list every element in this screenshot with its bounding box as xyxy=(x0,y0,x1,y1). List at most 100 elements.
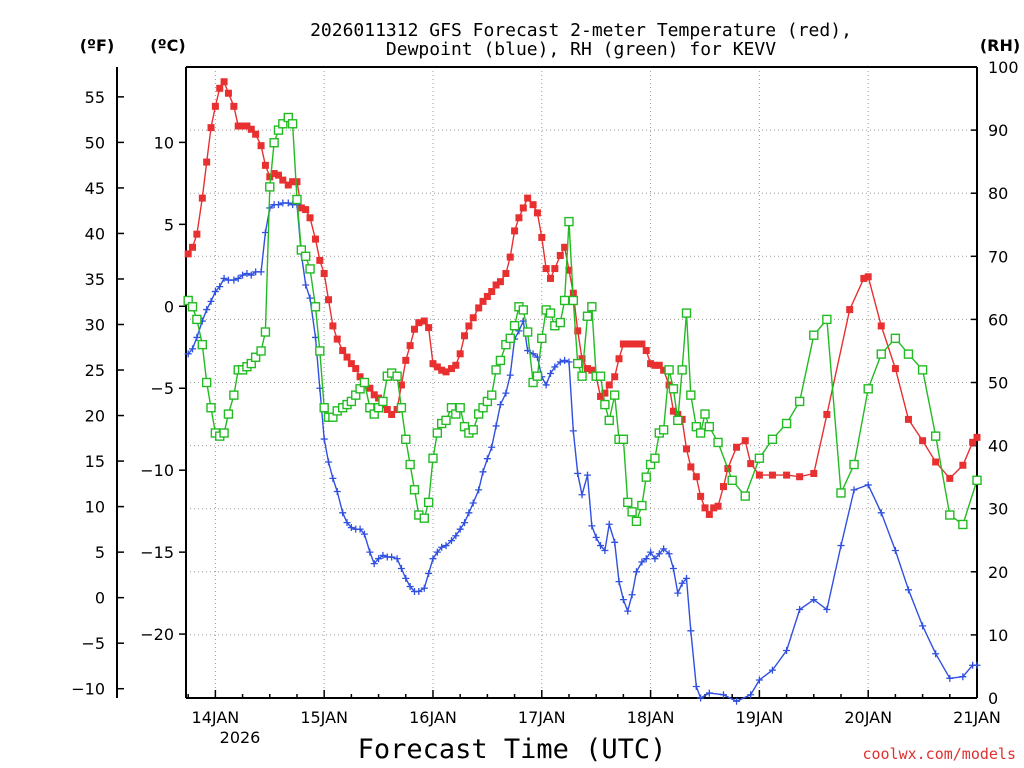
dewpoint-point xyxy=(379,551,387,559)
temperature-point xyxy=(465,322,473,330)
temperature-point xyxy=(284,181,292,189)
dewpoint-point xyxy=(692,683,700,691)
fahrenheit-tick-label: 30 xyxy=(85,315,105,334)
rh-point xyxy=(876,349,886,359)
temperature-point xyxy=(479,297,487,305)
temperature-point xyxy=(289,178,297,186)
fahrenheit-tick-label: 35 xyxy=(85,270,105,289)
temperature-point xyxy=(796,473,804,481)
rh-point xyxy=(495,355,506,366)
temperature-point xyxy=(339,347,347,355)
temperature-point xyxy=(220,78,228,86)
temperature-point xyxy=(425,324,433,332)
temperature-point xyxy=(642,347,650,355)
unit-label-fahrenheit: (ºF) xyxy=(80,36,115,55)
rh-point xyxy=(192,314,202,325)
temperature-point xyxy=(655,361,663,369)
rh-point xyxy=(849,459,859,470)
dewpoint-point xyxy=(973,661,981,669)
dewpoint-point xyxy=(651,555,659,563)
rh-point xyxy=(423,497,434,508)
dewpoint-point xyxy=(733,697,741,705)
temperature-point xyxy=(488,288,496,296)
rh-tick-label: 30 xyxy=(988,500,1008,519)
dewpoint-point xyxy=(189,345,197,353)
dewpoint-point xyxy=(810,596,818,604)
rh-point xyxy=(441,415,451,426)
temperature-point xyxy=(333,335,341,343)
temperature-point xyxy=(483,292,491,300)
dewpoint-point xyxy=(216,283,224,291)
temperature-point xyxy=(692,473,700,481)
dewpoint-point xyxy=(959,673,967,681)
fahrenheit-tick-label: 20 xyxy=(85,407,105,426)
temperature-point xyxy=(946,474,954,482)
dewpoint-point xyxy=(343,519,351,527)
temperature-point xyxy=(243,122,251,130)
rh-point xyxy=(378,396,388,407)
rh-point xyxy=(256,346,266,356)
dewpoint-point xyxy=(452,532,460,540)
temperature-point xyxy=(506,253,514,261)
dewpoint-point xyxy=(755,676,763,684)
rh-point xyxy=(260,327,271,337)
temperature-point xyxy=(551,265,559,273)
temperature-point xyxy=(279,176,287,184)
temperature-point xyxy=(741,437,749,445)
series-layer xyxy=(183,78,982,705)
x-tick-label: 16JAN xyxy=(409,708,457,727)
rh-point xyxy=(392,371,402,381)
rh-point xyxy=(537,333,547,344)
temperature-point xyxy=(669,407,677,415)
rh-point xyxy=(419,513,429,523)
rh-point xyxy=(609,390,620,400)
dewpoint-point xyxy=(329,474,337,482)
dewpoint-point xyxy=(796,605,804,613)
temperature-point xyxy=(203,158,211,166)
temperature-point xyxy=(601,389,609,397)
dewpoint-point xyxy=(705,689,713,697)
rh-point xyxy=(564,216,574,227)
temperature-point xyxy=(628,340,636,348)
rh-point xyxy=(595,371,606,381)
x-tick-label: 15JAN xyxy=(300,708,348,727)
rh-point xyxy=(700,409,710,419)
temperature-point xyxy=(198,194,206,202)
temperature-point xyxy=(597,392,605,400)
temperature-point xyxy=(410,325,418,333)
dewpoint-point xyxy=(492,422,500,430)
rh-point xyxy=(555,317,565,328)
dewpoint-point xyxy=(877,509,885,517)
rh-point xyxy=(637,500,647,511)
rh-tick-label: 40 xyxy=(988,437,1008,456)
dewpoint-point xyxy=(647,548,655,556)
dewpoint-point xyxy=(442,542,450,550)
dewpoint-point xyxy=(546,369,554,377)
rh-point xyxy=(265,182,275,192)
dewpoint-point xyxy=(239,271,247,279)
dewpoint-point xyxy=(347,524,355,532)
dewpoint-point xyxy=(483,455,491,463)
rh-point xyxy=(206,403,216,413)
dewpoint-point xyxy=(592,533,600,541)
temperature-point xyxy=(492,281,500,289)
rh-point xyxy=(509,321,520,331)
fahrenheit-tick-label: 40 xyxy=(85,224,105,243)
temperature-point xyxy=(207,124,215,132)
temperature-point xyxy=(538,233,546,241)
temperature-point xyxy=(329,322,337,330)
credit-text: coolwx.com/models xyxy=(862,745,1016,763)
temperature-point xyxy=(524,194,532,202)
rh-point xyxy=(822,314,832,325)
rh-point xyxy=(300,251,311,262)
dewpoint-point xyxy=(469,499,477,507)
temperature-point xyxy=(383,406,391,414)
temperature-point xyxy=(529,201,537,209)
fahrenheit-tick-label: 5 xyxy=(95,543,105,562)
dewpoint-point xyxy=(302,281,310,289)
temperature-point xyxy=(574,327,582,335)
temperature-point xyxy=(515,214,523,222)
temperature-point xyxy=(211,102,219,110)
dewpoint-point xyxy=(193,333,201,341)
